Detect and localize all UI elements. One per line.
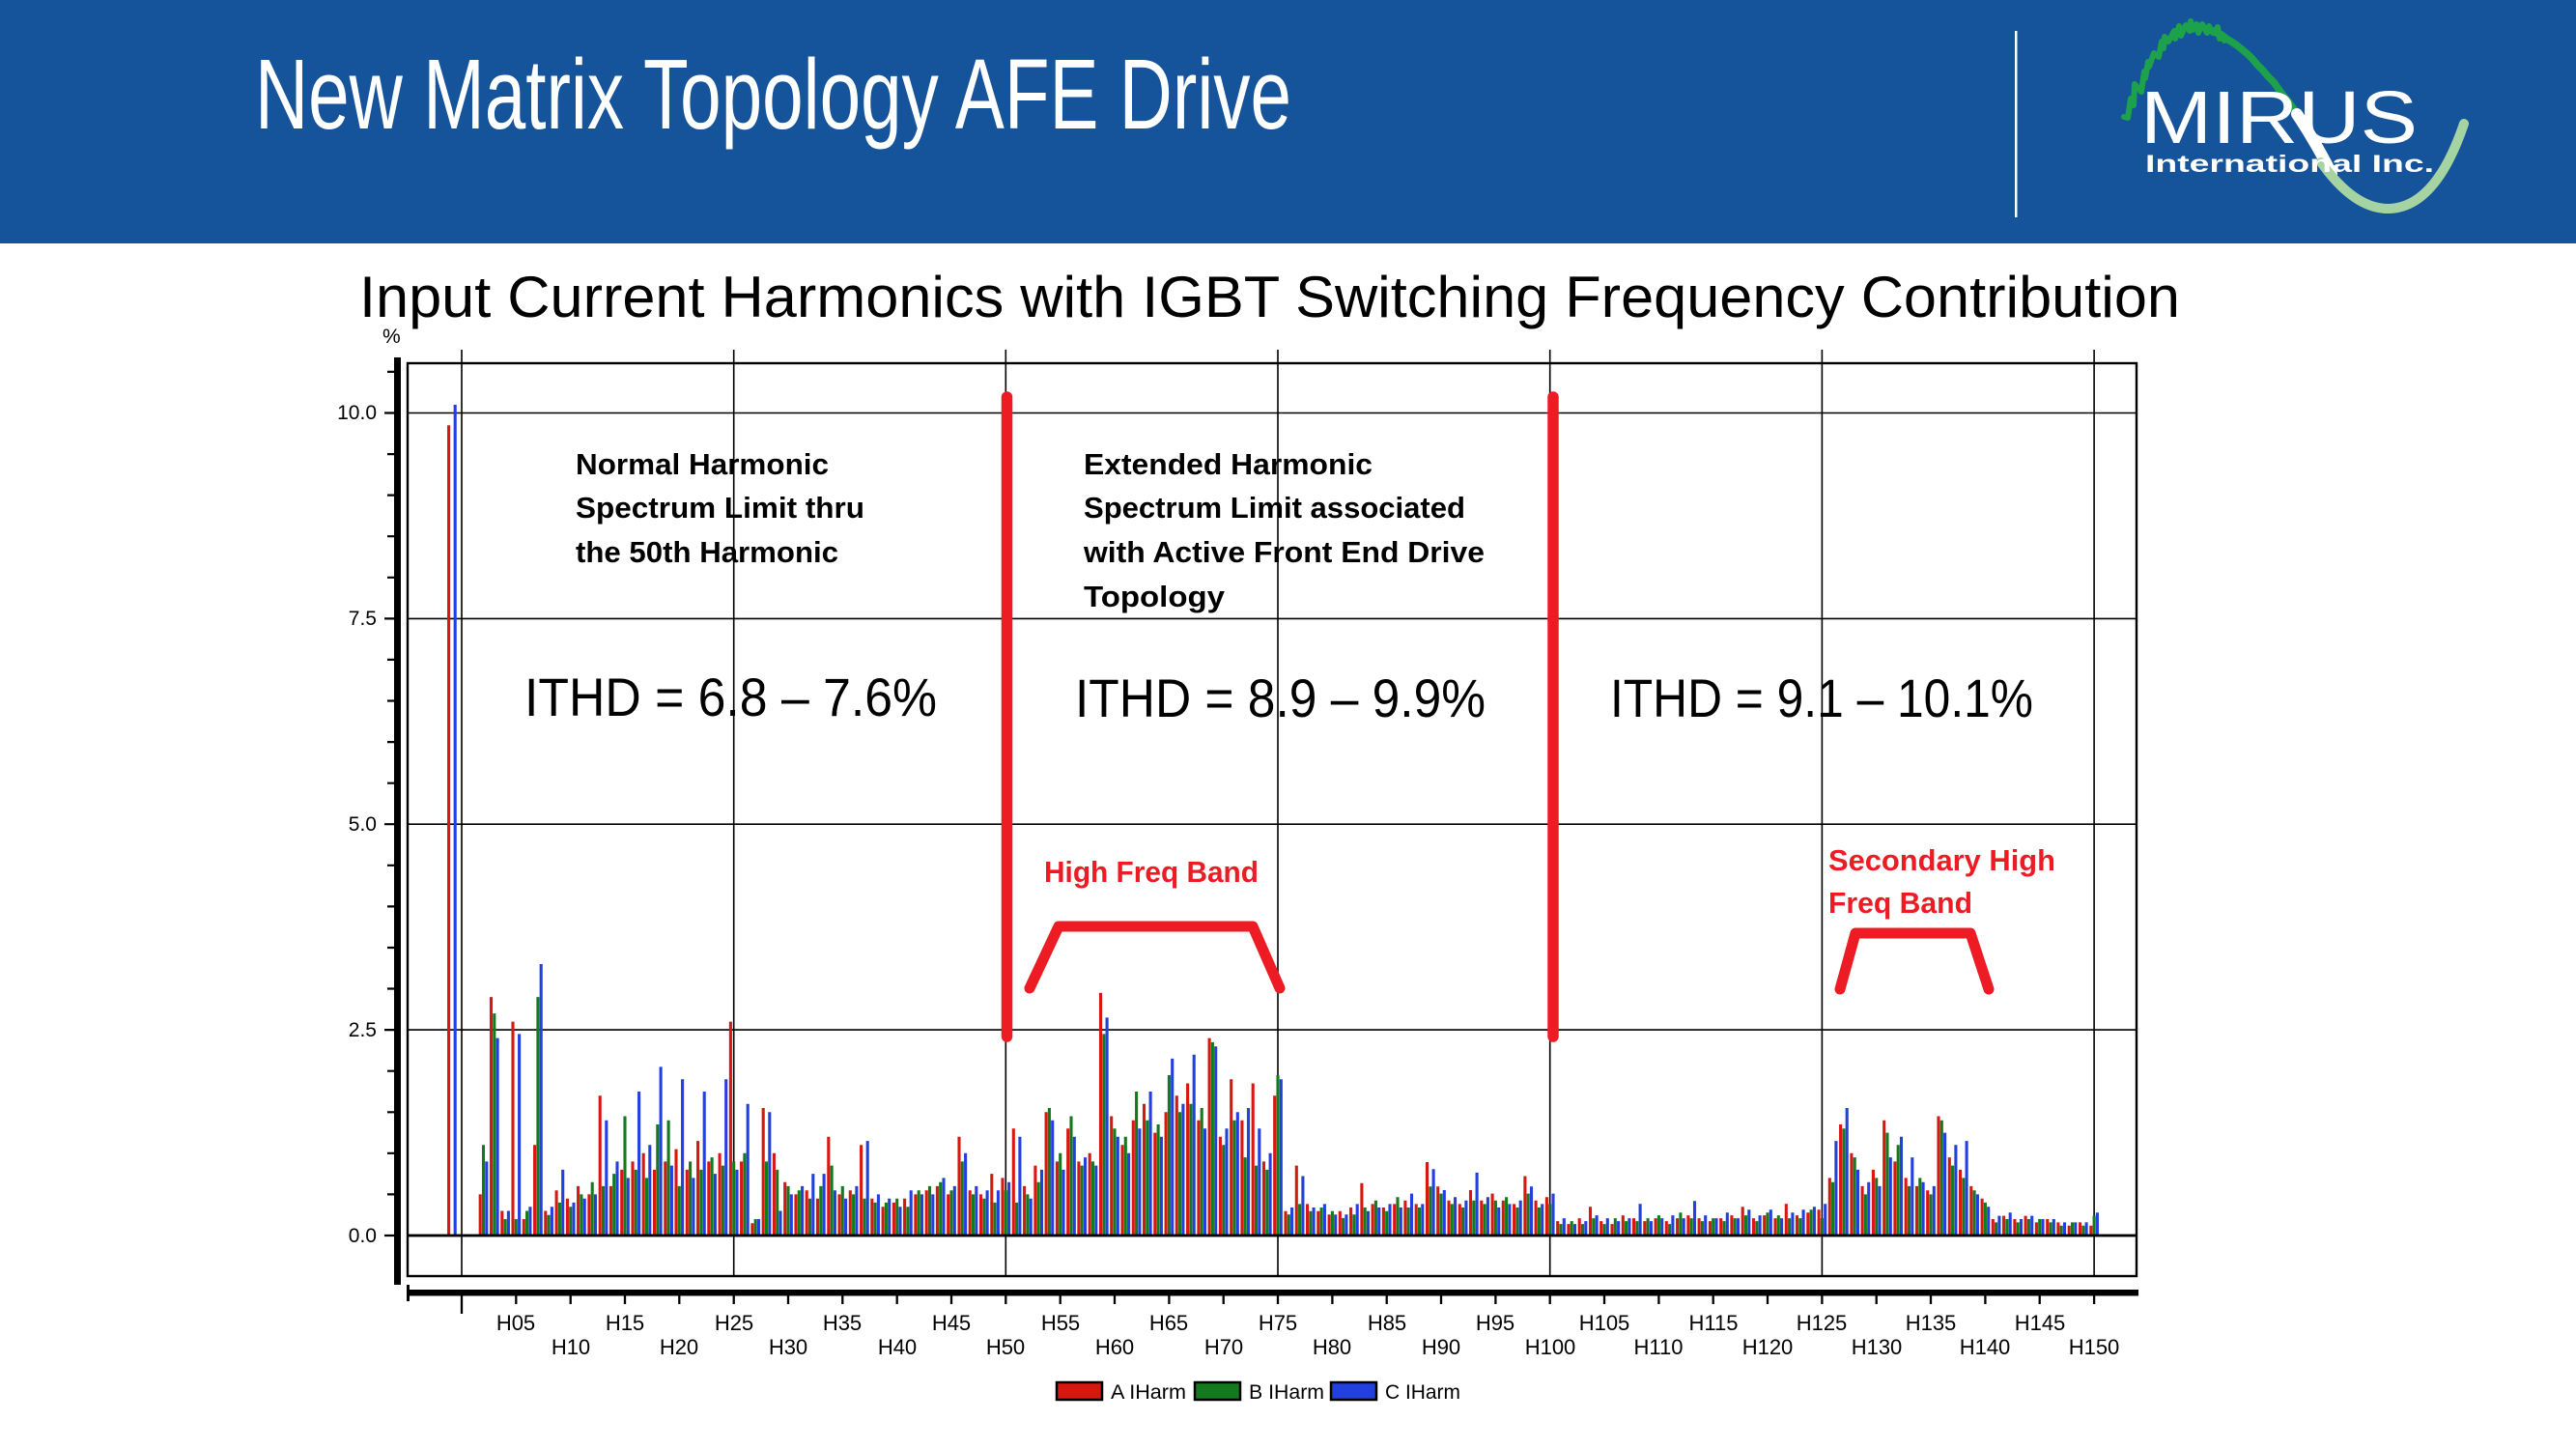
svg-text:Extended Harmonic: Extended Harmonic [1084, 447, 1373, 481]
svg-text:H65: H65 [1149, 1311, 1188, 1335]
svg-text:H80: H80 [1313, 1335, 1351, 1359]
svg-text:H10: H10 [552, 1335, 590, 1359]
svg-text:H15: H15 [606, 1311, 644, 1335]
svg-text:H120: H120 [1742, 1335, 1794, 1359]
svg-text:High Freq Band: High Freq Band [1044, 855, 1259, 889]
svg-text:H150: H150 [2069, 1335, 2120, 1359]
svg-text:H70: H70 [1204, 1335, 1243, 1359]
svg-text:H100: H100 [1525, 1335, 1576, 1359]
svg-text:Spectrum Limit thru: Spectrum Limit thru [576, 491, 864, 525]
svg-text:H30: H30 [769, 1335, 807, 1359]
svg-text:H50: H50 [986, 1335, 1025, 1359]
svg-text:H40: H40 [878, 1335, 917, 1359]
svg-text:ITHD = 6.8 – 7.6%: ITHD = 6.8 – 7.6% [524, 667, 937, 727]
svg-text:H95: H95 [1476, 1311, 1514, 1335]
svg-text:H90: H90 [1422, 1335, 1460, 1359]
svg-text:Input Current Harmonics with I: Input Current Harmonics with IGBT Switch… [359, 265, 2180, 329]
svg-text:Freq Band: Freq Band [1828, 886, 1972, 920]
svg-text:Normal Harmonic: Normal Harmonic [576, 447, 829, 481]
svg-text:0.0: 0.0 [349, 1225, 377, 1247]
svg-text:C IHarm: C IHarm [1385, 1381, 1460, 1404]
svg-text:H05: H05 [496, 1311, 535, 1335]
svg-text:H145: H145 [2015, 1311, 2066, 1335]
svg-text:Spectrum Limit associated: Spectrum Limit associated [1084, 491, 1465, 525]
svg-text:with Active Front End Drive: with Active Front End Drive [1083, 535, 1485, 569]
svg-text:H110: H110 [1634, 1335, 1684, 1359]
svg-text:H135: H135 [1906, 1311, 1957, 1335]
svg-text:the 50th Harmonic: the 50th Harmonic [576, 535, 838, 569]
svg-text:H75: H75 [1259, 1311, 1297, 1335]
svg-text:H140: H140 [1960, 1335, 2011, 1359]
svg-text:H85: H85 [1368, 1311, 1406, 1335]
svg-text:H115: H115 [1689, 1311, 1739, 1335]
svg-text:A IHarm: A IHarm [1111, 1381, 1186, 1404]
svg-text:H105: H105 [1579, 1311, 1630, 1335]
svg-text:Secondary High: Secondary High [1828, 843, 2055, 877]
svg-text:International Inc.: International Inc. [2145, 151, 2434, 178]
svg-text:H55: H55 [1041, 1311, 1080, 1335]
svg-text:7.5: 7.5 [349, 608, 377, 630]
svg-text:H45: H45 [932, 1311, 971, 1335]
svg-text:Topology: Topology [1084, 580, 1226, 613]
svg-text:H20: H20 [660, 1335, 698, 1359]
svg-text:ITHD = 8.9 – 9.9%: ITHD = 8.9 – 9.9% [1075, 668, 1486, 728]
svg-text:H35: H35 [823, 1311, 862, 1335]
svg-text:H130: H130 [1852, 1335, 1903, 1359]
svg-text:MIRUS: MIRUS [2140, 76, 2418, 159]
svg-text:New Matrix Topology AFE Drive: New Matrix Topology AFE Drive [255, 39, 1291, 150]
svg-text:10.0: 10.0 [337, 402, 377, 424]
svg-text:ITHD = 9.1 – 10.1%: ITHD = 9.1 – 10.1% [1610, 668, 2033, 728]
svg-text:H125: H125 [1797, 1311, 1848, 1335]
svg-text:%: % [382, 326, 401, 348]
svg-text:H60: H60 [1095, 1335, 1134, 1359]
svg-text:5.0: 5.0 [349, 813, 377, 836]
svg-text:H25: H25 [715, 1311, 753, 1335]
svg-text:2.5: 2.5 [349, 1019, 377, 1041]
svg-text:B IHarm: B IHarm [1249, 1381, 1324, 1404]
